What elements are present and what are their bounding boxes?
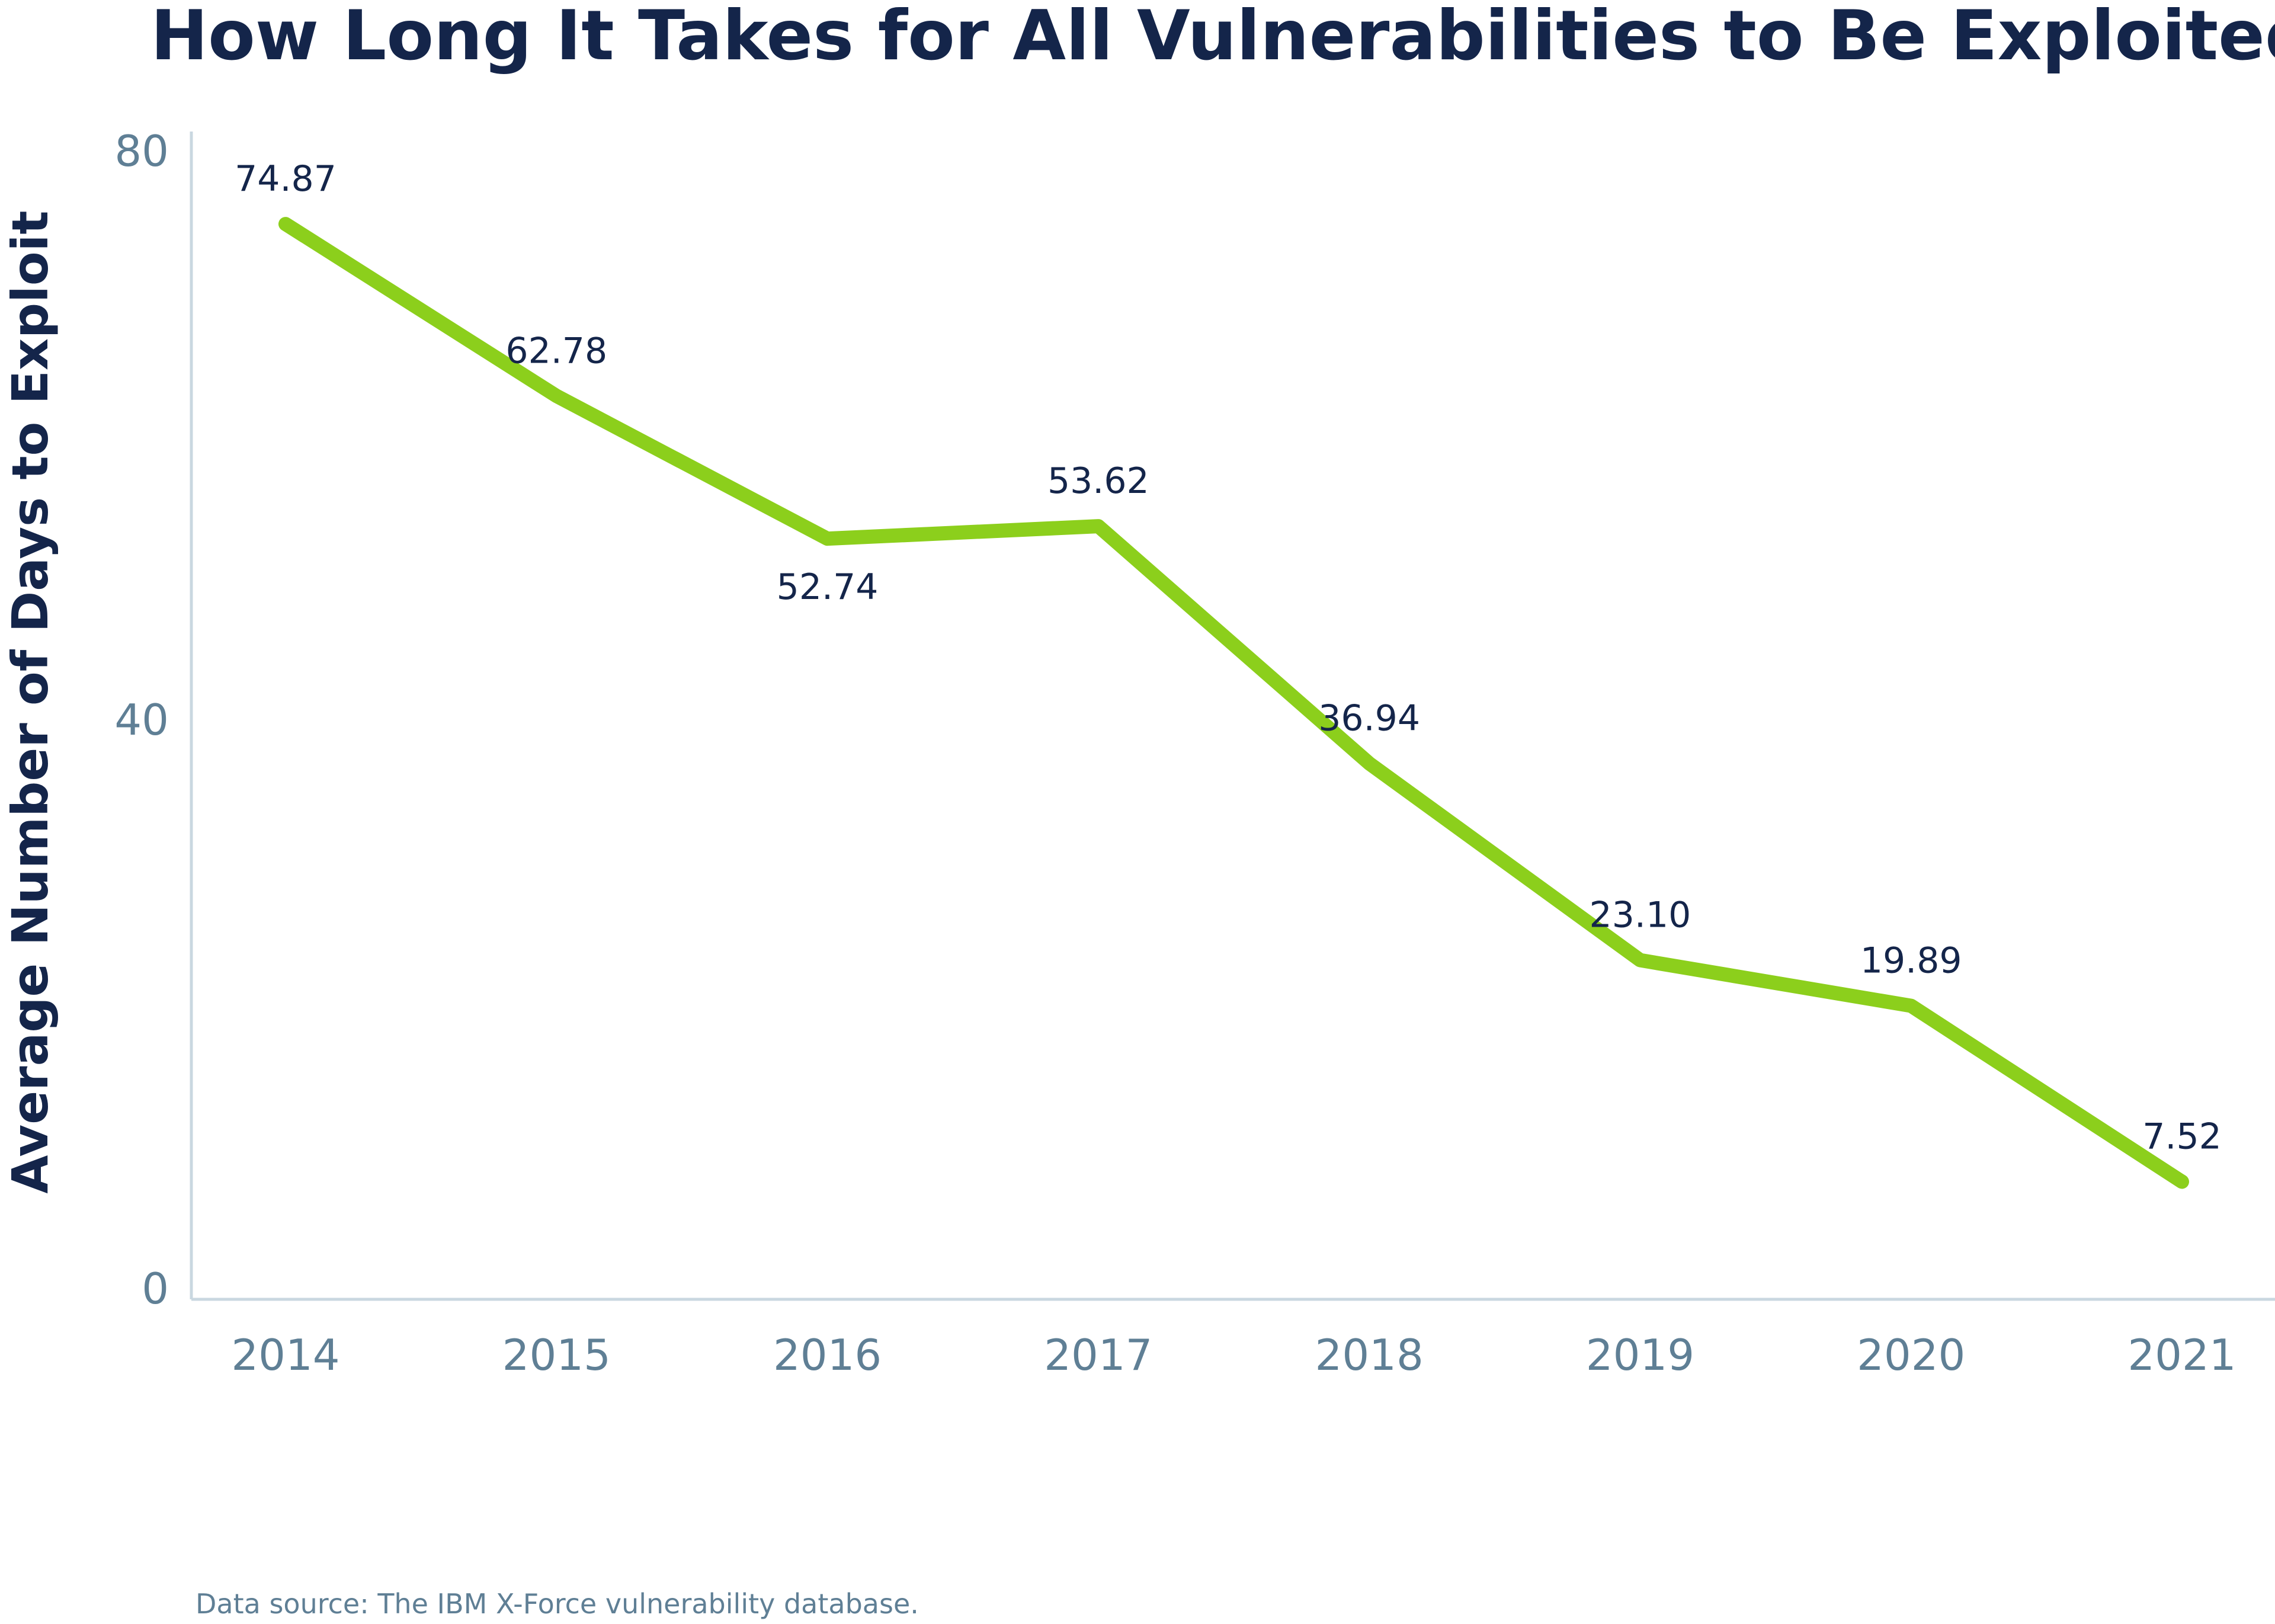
data-label: 19.89 bbox=[1860, 940, 1962, 982]
data-label: 74.87 bbox=[235, 158, 337, 200]
chart-title: How Long It Takes for All Vulnerabilitie… bbox=[150, 0, 2275, 76]
data-labels: 74.87 62.78 52.74 53.62 36.94 23.10 19.89 7.52 bbox=[235, 158, 2222, 1157]
series-line bbox=[278, 217, 2189, 1189]
data-label: 53.62 bbox=[1047, 460, 1149, 502]
data-label: 62.78 bbox=[505, 330, 607, 371]
x-tick-label: 2019 bbox=[1586, 1330, 1694, 1380]
y-axis-label: Average Number of Days to Exploit bbox=[1, 210, 59, 1193]
data-label: 36.94 bbox=[1318, 697, 1420, 739]
x-tick-label: 2014 bbox=[231, 1330, 339, 1380]
data-source-note: Data source: The IBM X-Force vulnerabili… bbox=[196, 1588, 919, 1620]
data-label: 7.52 bbox=[2142, 1116, 2222, 1158]
y-tick-label: 80 bbox=[114, 126, 169, 176]
y-tick-label: 40 bbox=[114, 695, 169, 745]
data-label: 52.74 bbox=[777, 566, 879, 608]
x-tick-labels: 2014 2015 2016 2017 2018 2019 2020 2021 bbox=[231, 1330, 2236, 1380]
series-group bbox=[278, 217, 2189, 1189]
x-tick-label: 2021 bbox=[2127, 1330, 2236, 1380]
x-tick-label: 2016 bbox=[773, 1330, 882, 1380]
y-tick-label: 0 bbox=[142, 1264, 169, 1314]
data-label: 23.10 bbox=[1590, 895, 1691, 936]
y-tick-labels: 0 40 80 bbox=[114, 126, 169, 1314]
x-tick-label: 2018 bbox=[1315, 1330, 1424, 1380]
x-tick-label: 2020 bbox=[1857, 1330, 1965, 1380]
x-tick-label: 2015 bbox=[502, 1330, 611, 1380]
x-tick-label: 2017 bbox=[1044, 1330, 1152, 1380]
